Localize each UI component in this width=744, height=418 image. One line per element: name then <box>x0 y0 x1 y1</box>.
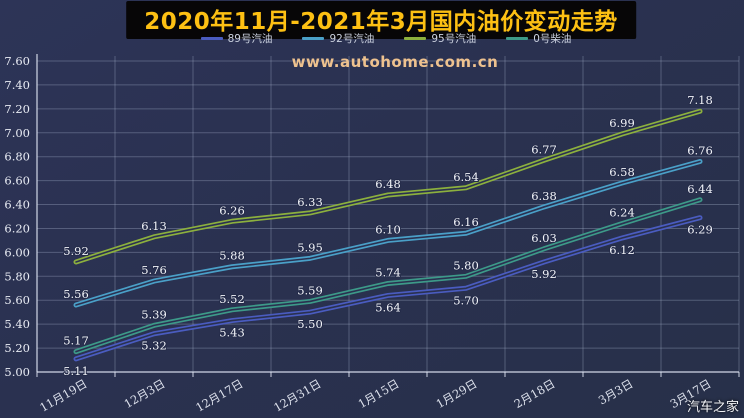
x-axis-date-label: 12月31日 <box>271 376 323 414</box>
y-axis-tick-label: 5.80 <box>4 269 30 283</box>
chart-legend: 89号汽油 92号汽油 95号汽油 0号柴油 <box>14 31 744 46</box>
data-point-label: 5.70 <box>453 293 479 307</box>
data-point-label: 5.92 <box>531 267 557 281</box>
data-point-label: 6.13 <box>141 219 167 233</box>
x-axis-date-label: 2月18日 <box>512 376 558 411</box>
data-point-label: 6.29 <box>687 223 713 237</box>
legend-label: 0号柴油 <box>533 33 572 45</box>
data-point-label: 6.54 <box>453 170 479 184</box>
y-axis-tick-label: 6.00 <box>4 245 30 259</box>
data-point-label: 5.17 <box>63 334 89 348</box>
legend-item-2: 92号汽油 <box>302 31 374 46</box>
data-point-label: 5.59 <box>297 283 323 297</box>
y-axis-tick-label: 7.00 <box>4 126 30 140</box>
legend-item-4: 0号柴油 <box>506 31 571 46</box>
data-point-label: 6.16 <box>453 215 479 229</box>
series-line-gap-2 <box>75 160 701 306</box>
data-point-label: 6.33 <box>297 195 323 209</box>
data-point-label: 5.50 <box>297 317 323 331</box>
x-axis-date-label: 12月17日 <box>193 376 245 414</box>
data-point-label: 5.32 <box>141 339 167 353</box>
legend-item-1: 89号汽油 <box>200 31 273 46</box>
series-line-gap-4 <box>75 198 701 353</box>
x-axis-date-label: 3月3日 <box>596 376 636 407</box>
watermark-text: www.autohome.com.cn <box>291 53 499 71</box>
data-point-label: 5.39 <box>141 307 167 321</box>
data-point-label: 5.52 <box>219 292 245 306</box>
data-point-label: 6.10 <box>375 222 401 236</box>
series-line-gap-3 <box>75 110 701 263</box>
brand-logo: 汽车之家 <box>686 400 739 415</box>
legend-line-swatch <box>506 37 529 40</box>
data-point-label: 5.11 <box>63 364 89 378</box>
data-point-label: 5.43 <box>219 326 245 340</box>
data-point-label: 5.76 <box>141 263 167 277</box>
data-point-label: 6.58 <box>609 165 635 179</box>
data-point-label: 6.44 <box>687 182 713 196</box>
data-point-label: 5.64 <box>375 300 401 314</box>
data-point-label: 6.24 <box>609 206 635 220</box>
legend-label: 92号汽油 <box>329 33 375 45</box>
data-point-label: 6.12 <box>609 243 635 257</box>
x-axis-date-label: 1月15日 <box>356 376 402 411</box>
x-axis-date-label: 11月19日 <box>37 376 89 414</box>
data-point-label: 5.88 <box>219 249 245 263</box>
data-point-label: 5.80 <box>453 258 479 272</box>
data-point-label: 6.77 <box>531 142 557 156</box>
legend-label: 95号汽油 <box>431 33 477 45</box>
y-axis-tick-label: 6.80 <box>4 150 30 164</box>
data-point-label: 6.03 <box>531 231 557 245</box>
legend-line-swatch <box>200 37 223 40</box>
y-axis-tick-label: 6.20 <box>4 221 30 235</box>
data-point-label: 6.38 <box>531 189 557 203</box>
legend-line-swatch <box>404 37 427 40</box>
page-title: 2020年11月-2021年3月国内油价变动走势 <box>126 1 636 39</box>
y-axis-tick-label: 5.00 <box>4 365 30 379</box>
data-point-label: 7.18 <box>687 93 713 107</box>
series-line-gap-1 <box>75 216 701 360</box>
y-axis-tick-label: 5.20 <box>4 341 30 355</box>
y-axis-tick-label: 5.60 <box>4 293 30 307</box>
data-point-label: 5.56 <box>63 287 89 301</box>
y-axis-tick-label: 5.40 <box>4 317 30 331</box>
x-axis-date-label: 12月3日 <box>122 376 168 411</box>
data-point-label: 6.76 <box>687 143 713 157</box>
y-axis-tick-label: 6.40 <box>4 198 30 212</box>
data-point-label: 5.92 <box>63 244 89 258</box>
y-axis-tick-label: 6.60 <box>4 174 30 188</box>
y-axis-tick-label: 7.60 <box>4 54 30 68</box>
data-point-label: 6.99 <box>609 116 635 130</box>
data-point-label: 6.26 <box>219 203 245 217</box>
data-point-label: 6.48 <box>375 177 401 191</box>
legend-line-swatch <box>302 37 325 40</box>
data-point-label: 5.95 <box>297 240 323 254</box>
legend-item-3: 95号汽油 <box>404 31 476 46</box>
y-axis-tick-label: 7.20 <box>4 102 30 116</box>
y-axis-tick-label: 7.40 <box>4 78 30 92</box>
legend-label: 89号汽油 <box>227 33 273 45</box>
data-point-label: 5.74 <box>375 265 401 279</box>
x-axis-date-label: 1月29日 <box>434 376 480 411</box>
